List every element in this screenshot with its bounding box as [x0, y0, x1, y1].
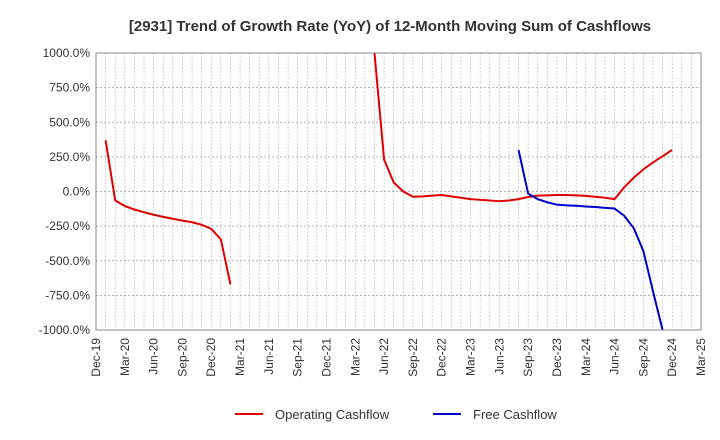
grid: [96, 52, 701, 331]
x-tick-label: Dec-20: [204, 338, 218, 377]
x-tick-label: Jun-21: [262, 338, 276, 375]
x-tick-label: Dec-21: [319, 338, 333, 377]
x-axis-ticks: Dec-19 Mar-20 Jun-20 Sep-20 Dec-20 Mar-21 Jun-…: [89, 338, 708, 377]
legend: Operating Cashflow Free Cashflow: [235, 407, 557, 422]
y-axis-ticks: 1000.0% 750.0% 500.0% 250.0% 0.0% -250.0% -500…: [39, 46, 91, 337]
x-tick-label: Mar-21: [233, 338, 247, 376]
x-tick-label: Mar-22: [348, 338, 362, 376]
series-line-operating-cashflow: [373, 53, 673, 203]
chart-title: [2931] Trend of Growth Rate (YoY) of 12-…: [129, 18, 651, 35]
y-tick-label: 1000.0%: [43, 46, 91, 60]
x-tick-label: Dec-22: [435, 338, 449, 377]
x-tick-label: Dec-19: [89, 338, 103, 377]
x-tick-label: Dec-24: [665, 338, 679, 377]
x-tick-label: Mar-24: [579, 338, 593, 376]
x-tick-label: Dec-23: [550, 338, 564, 377]
y-tick-label: 0.0%: [63, 185, 91, 199]
y-tick-label: -500.0%: [45, 254, 90, 268]
y-tick-label: 250.0%: [49, 150, 90, 164]
series-layer: [104, 53, 673, 330]
y-tick-label: 500.0%: [49, 115, 90, 129]
x-tick-label: Mar-23: [464, 338, 478, 376]
y-tick-label: -750.0%: [45, 288, 90, 302]
y-tick-label: -250.0%: [45, 219, 90, 233]
series-line-operating-cashflow: [104, 140, 232, 285]
x-tick-label: Jun-22: [377, 338, 391, 375]
y-tick-label: 750.0%: [49, 81, 90, 95]
x-tick-label: Mar-25: [694, 338, 708, 376]
x-tick-label: Jun-24: [608, 338, 622, 375]
x-tick-label: Mar-20: [118, 338, 132, 376]
series-line-free-cashflow: [517, 149, 664, 330]
legend-label-operating-cashflow: Operating Cashflow: [275, 407, 390, 422]
x-tick-label: Sep-24: [636, 338, 650, 377]
x-tick-label: Sep-20: [175, 338, 189, 377]
x-tick-label: Jun-20: [147, 338, 161, 375]
y-tick-label: -1000.0%: [39, 323, 91, 337]
plot-frame: [95, 52, 702, 331]
x-tick-label: Sep-21: [291, 338, 305, 377]
x-tick-label: Jun-23: [492, 338, 506, 375]
x-tick-label: Sep-23: [521, 338, 535, 377]
legend-label-free-cashflow: Free Cashflow: [473, 407, 557, 422]
x-tick-label: Sep-22: [406, 338, 420, 377]
